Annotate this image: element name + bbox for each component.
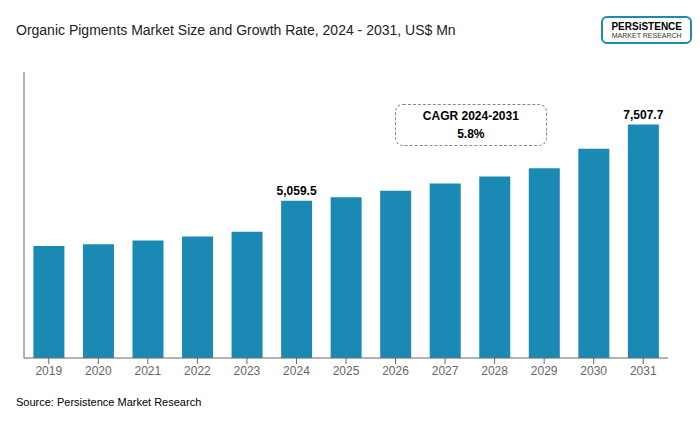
html-text:5.8%: 5.8% (457, 127, 485, 142)
svg-text:2019: 2019 (35, 364, 62, 378)
svg-text:2028: 2028 (481, 364, 508, 378)
svg-text:2025: 2025 (333, 364, 360, 378)
svg-text:2020: 2020 (85, 364, 112, 378)
svg-text:2027: 2027 (432, 364, 459, 378)
svg-text:2021: 2021 (134, 364, 161, 378)
html-text:Organic Pigments Market Size a: Organic Pigments Market Size and Growth … (16, 22, 456, 38)
svg-text:2023: 2023 (234, 364, 261, 378)
svg-text:2031: 2031 (630, 364, 657, 378)
svg-text:7,507.7: 7,507.7 (623, 108, 663, 122)
svg-text:2030: 2030 (580, 364, 607, 378)
html-text:CAGR 2024-2031: CAGR 2024-2031 (422, 109, 519, 124)
svg-text:2029: 2029 (531, 364, 558, 378)
svg-text:2022: 2022 (184, 364, 211, 378)
html-text:MARKET RESEARCH: MARKET RESEARCH (611, 31, 682, 39)
html-text:Source: Persistence Market Res: Source: Persistence Market Research (16, 396, 202, 408)
svg-text:2026: 2026 (382, 364, 409, 378)
svg-text:2024: 2024 (283, 364, 310, 378)
svg-text:5,059.5: 5,059.5 (277, 184, 317, 198)
html-text:PERSiSTENCE: PERSiSTENCE (611, 20, 682, 32)
